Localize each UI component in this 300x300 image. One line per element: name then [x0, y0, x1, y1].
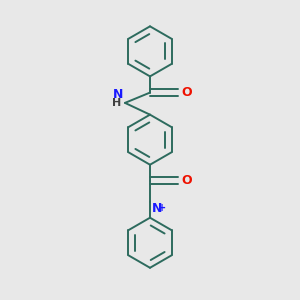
Text: O: O	[182, 174, 192, 188]
Text: N: N	[152, 202, 162, 215]
Text: H: H	[112, 98, 122, 108]
Text: N: N	[113, 88, 124, 101]
Text: +: +	[158, 203, 166, 213]
Text: O: O	[182, 86, 192, 99]
